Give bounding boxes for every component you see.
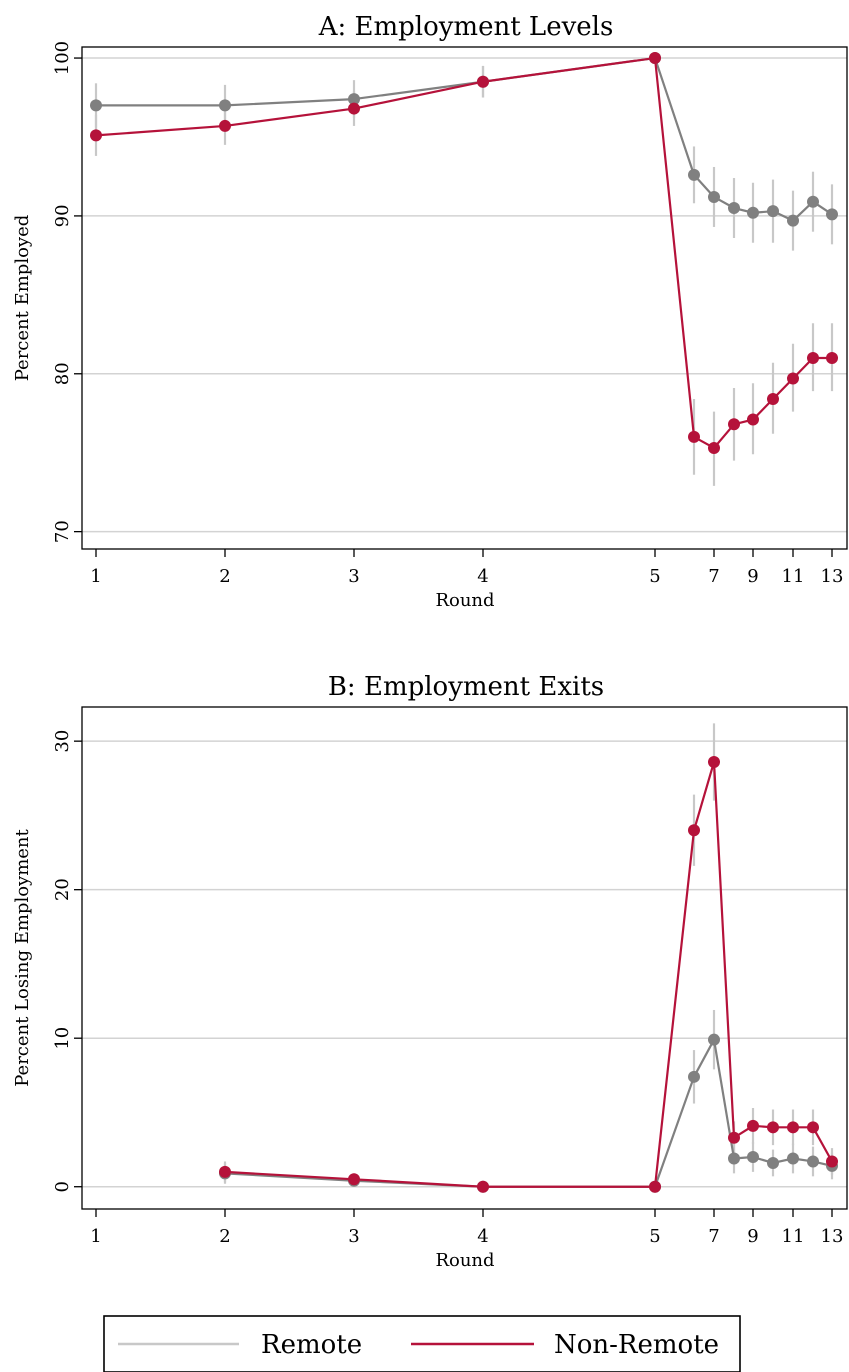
panel-a-points [90, 52, 838, 454]
series-line-remote [224, 1038, 833, 1188]
data-point-nonremote [649, 52, 661, 65]
data-point-remote [708, 190, 720, 203]
data-point-nonremote [688, 430, 700, 443]
data-point-remote [767, 1156, 779, 1169]
panel-b-y-ticks: 0 10 20 30 [52, 730, 82, 1192]
y-tick-label: 90 [52, 204, 73, 227]
data-point-nonremote [90, 129, 102, 142]
data-point-remote [219, 99, 231, 112]
series-line-nonremote [224, 760, 833, 1188]
panel-b-y-axis-label: Percent Losing Employment [12, 828, 33, 1086]
data-point-nonremote [767, 1121, 779, 1134]
panel-b-lines [224, 760, 833, 1188]
data-point-remote [90, 99, 102, 112]
x-tick-label: 2 [219, 1226, 230, 1247]
data-point-nonremote [826, 1155, 838, 1168]
data-point-nonremote [747, 1119, 759, 1132]
x-tick-label: 2 [219, 566, 230, 587]
data-point-remote [826, 208, 838, 221]
y-tick-label: 30 [52, 730, 73, 753]
data-point-remote [767, 205, 779, 218]
data-point-nonremote [807, 351, 819, 364]
x-tick-label: 5 [649, 1226, 660, 1247]
data-point-nonremote [477, 1180, 489, 1193]
x-tick-label: 5 [649, 566, 660, 587]
panel-a-y-axis-label: Percent Employed [12, 215, 33, 382]
y-tick-label: 0 [52, 1181, 73, 1192]
panel-b-x-axis-label: Round [435, 1250, 494, 1271]
x-tick-label: 1 [90, 566, 101, 587]
x-tick-label: 13 [821, 566, 844, 587]
data-point-remote [807, 1155, 819, 1168]
x-tick-label: 9 [747, 566, 758, 587]
panel-a-x-ticks: 1 2 3 4 5 7 9 11 13 [90, 549, 843, 587]
panel-a-x-axis-label: Round [435, 590, 494, 611]
panel-a-error-bars [94, 65, 834, 486]
y-tick-label: 100 [52, 41, 73, 75]
y-tick-label: 70 [52, 520, 73, 543]
x-tick-label: 7 [708, 566, 719, 587]
data-point-nonremote [807, 1121, 819, 1134]
data-point-nonremote [747, 413, 759, 426]
data-point-remote [688, 1070, 700, 1083]
data-point-remote [688, 168, 700, 181]
panel-b-points [219, 755, 838, 1193]
data-point-remote [787, 214, 799, 227]
panel-a-plot-frame [81, 46, 848, 550]
data-point-nonremote [688, 824, 700, 837]
data-point-remote [807, 195, 819, 208]
data-point-nonremote [767, 393, 779, 406]
data-point-remote [747, 1151, 759, 1164]
data-point-nonremote [728, 418, 740, 431]
data-point-nonremote [708, 755, 720, 768]
panel-a-grid [82, 57, 847, 533]
legend-nonremote-label: Non-Remote [554, 1330, 719, 1360]
data-point-remote [787, 1152, 799, 1165]
x-tick-label: 11 [782, 566, 805, 587]
data-point-nonremote [219, 1165, 231, 1178]
y-tick-label: 80 [52, 362, 73, 385]
x-tick-label: 1 [90, 1226, 101, 1247]
data-point-nonremote [348, 1173, 360, 1186]
panel-a-title: A: Employment Levels [318, 12, 614, 42]
x-tick-label: 11 [782, 1226, 805, 1247]
x-tick-label: 4 [477, 566, 488, 587]
x-tick-label: 13 [821, 1226, 844, 1247]
data-point-nonremote [649, 1180, 661, 1193]
panel-a-y-ticks: 70 80 90 100 [52, 41, 82, 543]
series-line-nonremote [95, 56, 832, 450]
panel-b-error-bars [223, 723, 834, 1187]
data-point-remote [708, 1033, 720, 1046]
y-tick-label: 20 [52, 878, 73, 901]
data-point-nonremote [826, 351, 838, 364]
data-point-remote [348, 93, 360, 106]
data-point-nonremote [787, 372, 799, 385]
data-point-remote [728, 202, 740, 215]
data-point-nonremote [348, 102, 360, 115]
panel-b-title: B: Employment Exits [328, 672, 604, 702]
data-point-remote [728, 1152, 740, 1165]
data-point-nonremote [787, 1121, 799, 1134]
panel-a: A: Employment Levels 70 80 90 100 1 2 3 4 5 7 9 11… [12, 12, 848, 611]
x-tick-label: 3 [348, 1226, 359, 1247]
series-line-remote [96, 56, 833, 222]
data-point-nonremote [708, 441, 720, 454]
x-tick-label: 3 [348, 566, 359, 587]
data-point-nonremote [477, 75, 489, 88]
legend: Remote Non-Remote [103, 1315, 741, 1372]
data-point-nonremote [728, 1131, 740, 1144]
x-tick-label: 9 [747, 1226, 758, 1247]
data-point-nonremote [219, 119, 231, 132]
panel-b-plot-frame [81, 706, 848, 1210]
x-tick-label: 4 [477, 1226, 488, 1247]
y-tick-label: 10 [52, 1027, 73, 1050]
panel-b-x-ticks: 1 2 3 4 5 7 9 11 13 [90, 1209, 843, 1247]
data-point-remote [747, 206, 759, 219]
legend-remote-label: Remote [261, 1330, 362, 1360]
x-tick-label: 7 [708, 1226, 719, 1247]
panel-a-lines [95, 56, 833, 450]
